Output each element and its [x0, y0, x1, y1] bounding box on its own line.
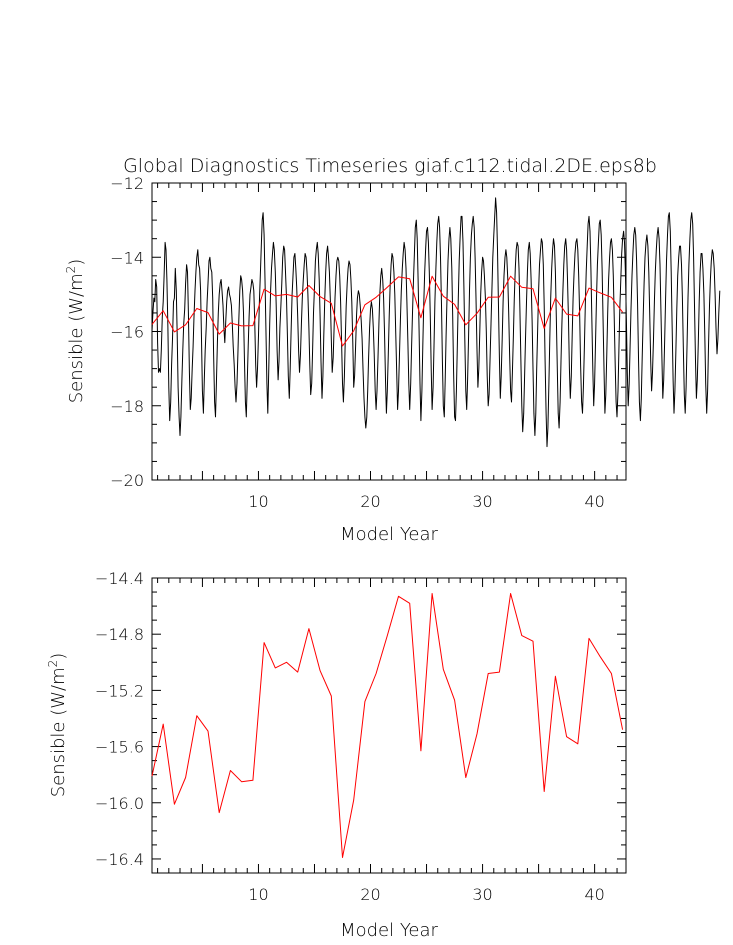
bottom-x-tick-label: 40 — [584, 885, 604, 904]
bottom-y-tick-label: −14.8 — [95, 625, 144, 644]
bottom-x-tick-label: 30 — [472, 885, 492, 904]
top-y-tick-label: −12 — [110, 174, 144, 193]
top-y-tick-label: −20 — [110, 471, 144, 490]
bottom-y-axis-label: Sensible (W/m2) — [46, 653, 69, 798]
top-x-axis-label: Model Year — [340, 524, 438, 545]
top-x-tick-label: 10 — [248, 492, 268, 511]
top-x-tick-label: 30 — [472, 492, 492, 511]
bottom-y-tick-label: −14.4 — [95, 569, 144, 588]
top-y-tick-label: −16 — [110, 323, 144, 342]
bottom-series — [151, 593, 624, 858]
top-monthly-series-line — [151, 197, 721, 448]
top-panel: 10 20 30 40 −20 −18 −16 −14 −12 Model Year Sensi… — [64, 174, 721, 545]
bottom-panel: 10 20 30 40 −16.4 −16.0 −15.6 −15.2 −14.8 −14.4 M… — [46, 569, 627, 941]
bottom-y-tick-label: −15.6 — [95, 738, 144, 757]
top-y-tick-label: −18 — [110, 397, 144, 416]
bottom-plot-frame — [151, 577, 627, 874]
chart-title: Global Diagnostics Timeseries giaf.c112.… — [123, 155, 657, 177]
bottom-y-tick-label: −15.2 — [95, 681, 144, 700]
top-x-tick-label: 20 — [360, 492, 380, 511]
bottom-y-tick-label: −16.4 — [95, 850, 144, 869]
top-y-tick-label: −14 — [110, 248, 144, 267]
top-axis-ticks — [152, 182, 626, 481]
top-x-tick-label: 40 — [584, 492, 604, 511]
bottom-x-axis-label: Model Year — [340, 920, 438, 941]
top-y-axis-label: Sensible (W/m2) — [64, 259, 87, 404]
bottom-axis-ticks — [152, 577, 626, 874]
top-annual-series-line — [151, 275, 623, 347]
top-tick-labels: 10 20 30 40 −20 −18 −16 −14 −12 — [110, 174, 605, 511]
bottom-x-tick-label: 20 — [360, 885, 380, 904]
top-series — [151, 197, 721, 448]
bottom-annual-series-line — [151, 593, 624, 858]
bottom-tick-labels: 10 20 30 40 −16.4 −16.0 −15.6 −15.2 −14.8 −14.4 — [95, 569, 605, 904]
bottom-x-tick-label: 10 — [248, 885, 268, 904]
bottom-y-tick-label: −16.0 — [95, 794, 144, 813]
